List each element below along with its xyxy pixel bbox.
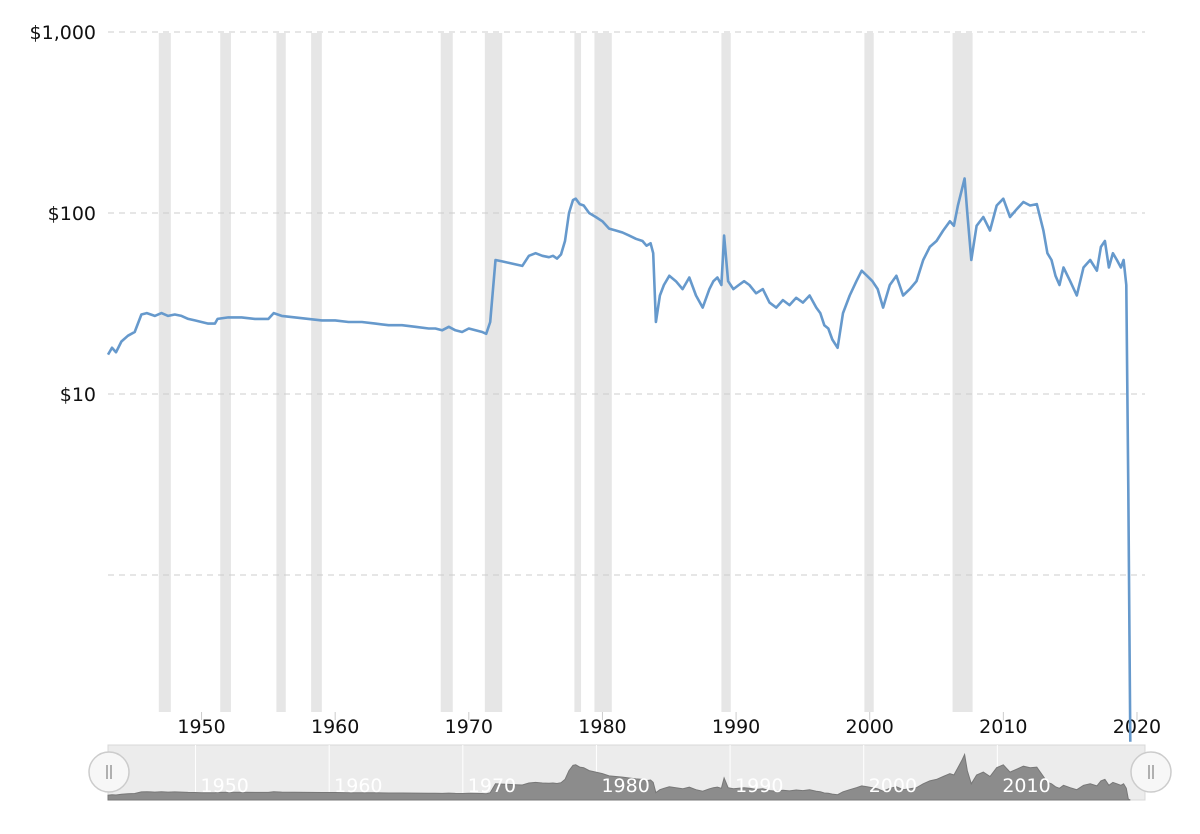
y-tick-label: $10 — [60, 384, 96, 406]
y-axis: $1,000 $100 $10 — [30, 22, 96, 406]
x-tick-label: 2000 — [846, 716, 894, 738]
y-tick-label: $1,000 — [30, 22, 96, 44]
navigator-right-handle[interactable] — [1130, 751, 1172, 793]
recession-band — [484, 33, 503, 712]
series-layer — [106, 177, 1132, 742]
recession-band — [594, 33, 612, 712]
navigator-label: 1970 — [468, 775, 516, 797]
navigator-area — [107, 752, 1131, 801]
recession-band — [952, 33, 973, 712]
x-tick-label: 1950 — [177, 716, 225, 738]
recession-band — [311, 33, 322, 712]
navigator-label: 1990 — [735, 775, 783, 797]
y-tick-label: $100 — [48, 203, 96, 225]
recession-bands — [158, 33, 973, 712]
navigator-label: 2010 — [1002, 775, 1050, 797]
navigator-left-handle[interactable] — [88, 751, 130, 793]
grip-lines-icon — [106, 765, 112, 779]
series-line — [106, 177, 1132, 742]
range-navigator[interactable]: 1950 1960 1970 1980 1990 2000 2010 — [88, 744, 1172, 801]
recession-band — [440, 33, 453, 712]
recession-band — [574, 33, 582, 712]
x-tick-label: 1970 — [445, 716, 493, 738]
recession-band — [220, 33, 231, 712]
x-axis: 1950 1960 1970 1980 1990 2000 2010 2020 — [177, 712, 1161, 738]
grip-lines-icon — [1148, 765, 1154, 779]
gridlines — [108, 31, 1145, 576]
recession-band — [158, 33, 171, 712]
handle-circle[interactable] — [88, 751, 130, 793]
recession-band — [864, 33, 874, 712]
recession-band — [276, 33, 286, 712]
navigator-label: 1950 — [201, 775, 249, 797]
x-tick-label: 1980 — [578, 716, 626, 738]
navigator-label: 2000 — [869, 775, 917, 797]
recession-band — [721, 33, 731, 712]
x-tick-label: 1960 — [311, 716, 359, 738]
x-tick-label: 1990 — [712, 716, 760, 738]
navigator-label: 1960 — [334, 775, 382, 797]
x-tick-label: 2020 — [1113, 716, 1161, 738]
handle-circle[interactable] — [1130, 751, 1172, 793]
navigator-label: 1980 — [601, 775, 649, 797]
x-tick-label: 2010 — [979, 716, 1027, 738]
